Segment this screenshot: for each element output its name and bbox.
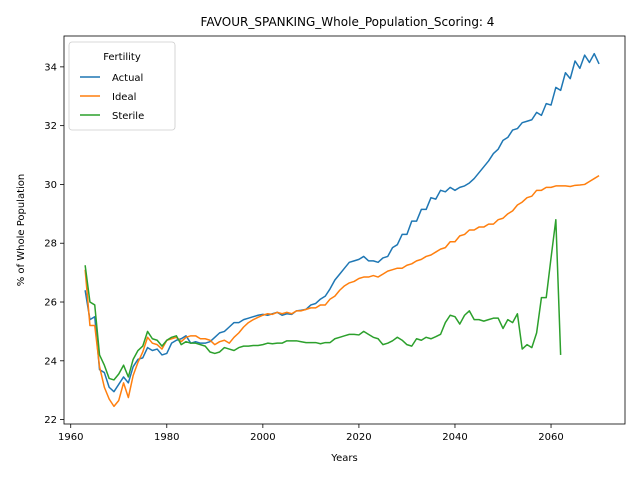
x-tick-label: 2040: [442, 432, 467, 443]
x-tick-label: 1960: [58, 432, 83, 443]
y-axis-ticks: 22 24 26 28 30 32 34: [44, 62, 64, 426]
legend-box: [68, 41, 176, 131]
x-axis-ticks: 1960 1980 2000 2020 2040 2060: [58, 424, 564, 443]
legend-label-sterile: Sterile: [112, 111, 144, 122]
plot-frame: [63, 35, 626, 425]
y-axis-label: % of Whole Population: [16, 174, 27, 287]
y-tick-label: 26: [44, 298, 57, 309]
chart-title: FAVOUR_SPANKING_Whole_Population_Scoring…: [201, 15, 495, 29]
x-tick-label: 2000: [250, 432, 275, 443]
legend-title: Fertility: [103, 52, 141, 63]
y-tick-label: 28: [44, 239, 57, 250]
legend: Fertility Actual Ideal Sterile: [68, 41, 176, 131]
x-tick-label: 2020: [346, 432, 371, 443]
legend-label-actual: Actual: [112, 73, 143, 84]
y-tick-label: 30: [44, 180, 57, 191]
x-tick-label: 2060: [538, 432, 563, 443]
series-line-sterile: [84, 218, 562, 381]
series-line-actual: [84, 52, 600, 393]
y-tick-label: 24: [44, 356, 57, 367]
x-axis-label: Years: [330, 453, 357, 464]
y-tick-label: 22: [44, 415, 57, 426]
series-layer: [84, 52, 600, 408]
legend-label-ideal: Ideal: [112, 92, 136, 103]
x-tick-label: 1980: [154, 432, 179, 443]
y-tick-label: 32: [44, 121, 57, 132]
y-tick-label: 34: [44, 62, 57, 73]
series-line-ideal: [84, 174, 600, 408]
